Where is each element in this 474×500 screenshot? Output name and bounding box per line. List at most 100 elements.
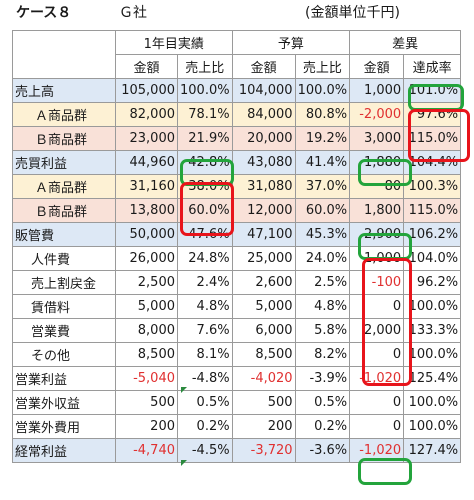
- cell-ratio-year1: 0.2%: [177, 414, 233, 439]
- group-header-year1: 1年目実績: [115, 30, 233, 55]
- row-label: 営業外費用: [12, 414, 116, 439]
- row-label: 売上高: [12, 78, 116, 103]
- cell-ratio-year1: 8.1%: [177, 342, 233, 367]
- column-header-row: 金額 売上比 金額 売上比 金額 達成率: [12, 54, 462, 79]
- cell-amount-diff: 0: [349, 294, 405, 319]
- cell-amount-diff: 1,000: [349, 246, 405, 271]
- cell-marker-icon: [181, 387, 187, 393]
- cell-achievement: 100.0%: [403, 294, 462, 319]
- cell-amount-diff: -1,020: [349, 366, 405, 391]
- cell-amount-budget: 43,080: [231, 150, 296, 175]
- group-header-diff: 差異: [349, 30, 462, 55]
- cell-achievement: 96.2%: [403, 270, 462, 295]
- cell-achievement: 100.0%: [403, 414, 462, 439]
- table-row: 売買利益 44,960 42.8% 43,080 41.4% 1,880 104.4%: [12, 150, 462, 175]
- cell-amount-budget: 2,600: [231, 270, 296, 295]
- cell-amount-year1: 26,000: [115, 246, 178, 271]
- cell-amount-budget: 500: [231, 390, 296, 415]
- table-row: Ｂ商品群 13,800 60.0% 12,000 60.0% 1,800 115.0%: [12, 198, 462, 223]
- col-header-amount: 金額: [231, 54, 296, 79]
- table-row: Ａ商品群 82,000 78.1% 84,000 80.8% -2,000 97.6%: [12, 102, 462, 127]
- cell-achievement: 133.3%: [403, 318, 462, 343]
- cell-ratio-budget: 24.0%: [294, 246, 351, 271]
- table-row: 営業外収益 500 0.5% 500 0.5% 0 100.0%: [12, 390, 462, 415]
- cell-ratio-year1: 60.0%: [177, 198, 233, 223]
- col-header-amount: 金額: [115, 54, 178, 79]
- cell-amount-diff: -1,020: [349, 438, 405, 463]
- cell-amount-year1: -5,040: [115, 366, 178, 391]
- cell-amount-year1: 8,000: [115, 318, 178, 343]
- cell-amount-diff: 3,000: [349, 126, 405, 151]
- cell-amount-budget: 47,100: [231, 222, 296, 247]
- cell-ratio-year1: 4.8%: [177, 294, 233, 319]
- cell-amount-budget: 104,000: [231, 78, 296, 103]
- cell-ratio-year1: 0.5%: [177, 390, 233, 415]
- cell-ratio-budget: 100.0%: [294, 78, 351, 103]
- company-name: Ｇ社: [119, 5, 147, 21]
- group-header-row: 1年目実績 予算 差異: [12, 30, 462, 55]
- cell-achievement: 125.4%: [403, 366, 462, 391]
- cell-amount-diff: 0: [349, 342, 405, 367]
- cell-ratio-budget: 4.8%: [294, 294, 351, 319]
- cell-ratio-budget: 45.3%: [294, 222, 351, 247]
- cell-amount-year1: 44,960: [115, 150, 178, 175]
- cell-ratio-budget: 2.5%: [294, 270, 351, 295]
- cell-amount-year1: 2,500: [115, 270, 178, 295]
- cell-achievement: 104.0%: [403, 246, 462, 271]
- cell-amount-diff: 1,880: [349, 150, 405, 175]
- cell-amount-year1: 200: [115, 414, 178, 439]
- cell-ratio-budget: 41.4%: [294, 150, 351, 175]
- table-row: 売上割戻金 2,500 2.4% 2,600 2.5% -100 96.2%: [12, 270, 462, 295]
- col-header-ratio: 売上比: [177, 54, 233, 79]
- cell-amount-budget: 5,000: [231, 294, 296, 319]
- cell-achievement: 100.0%: [403, 390, 462, 415]
- table-body: 売上高 105,000 100.0% 104,000 100.0% 1,000 101.0%…: [12, 78, 462, 463]
- table-row: 売上高 105,000 100.0% 104,000 100.0% 1,000 101.0%: [12, 78, 462, 103]
- row-label: Ａ商品群: [12, 174, 116, 199]
- cell-ratio-budget: 19.2%: [294, 126, 351, 151]
- cell-amount-diff: 0: [349, 390, 405, 415]
- cell-ratio-year1: 7.6%: [177, 318, 233, 343]
- cell-amount-year1: 50,000: [115, 222, 178, 247]
- cell-amount-year1: 23,000: [115, 126, 178, 151]
- cell-achievement: 106.2%: [403, 222, 462, 247]
- table-row: 賃借料 5,000 4.8% 5,000 4.8% 0 100.0%: [12, 294, 462, 319]
- cell-ratio-budget: -3.6%: [294, 438, 351, 463]
- cell-amount-diff: 1,800: [349, 198, 405, 223]
- table-row: Ａ商品群 31,160 38.0% 31,080 37.0% 80 100.3%: [12, 174, 462, 199]
- table-row: 営業利益 -5,040 -4.8% -4,020 -3.9% -1,020 125.4%: [12, 366, 462, 391]
- cell-amount-diff: -2,000: [349, 102, 405, 127]
- cell-amount-year1: 82,000: [115, 102, 178, 127]
- unit-note: (金額単位千円): [305, 5, 400, 21]
- cell-achievement: 115.0%: [403, 198, 462, 223]
- cell-ratio-year1: 42.8%: [177, 150, 233, 175]
- cell-achievement: 101.0%: [403, 78, 462, 103]
- cell-ratio-budget: 60.0%: [294, 198, 351, 223]
- cell-amount-diff: 1,000: [349, 78, 405, 103]
- row-label: 売買利益: [12, 150, 116, 175]
- cell-marker-icon: [181, 460, 187, 466]
- cell-amount-year1: -4,740: [115, 438, 178, 463]
- cell-achievement: 100.3%: [403, 174, 462, 199]
- row-label: Ｂ商品群: [12, 126, 116, 151]
- cell-amount-diff: 2,900: [349, 222, 405, 247]
- cell-ratio-year1: 2.4%: [177, 270, 233, 295]
- cell-amount-diff: -100: [349, 270, 405, 295]
- cell-amount-budget: 84,000: [231, 102, 296, 127]
- cell-achievement: 115.0%: [403, 126, 462, 151]
- cell-ratio-budget: 37.0%: [294, 174, 351, 199]
- row-label: 営業外収益: [12, 390, 116, 415]
- cell-amount-budget: 20,000: [231, 126, 296, 151]
- cell-ratio-year1: -4.5%: [177, 438, 233, 463]
- cell-amount-year1: 105,000: [115, 78, 178, 103]
- table-row: 経常利益 -4,740 -4.5% -3,720 -3.6% -1,020 127.4%: [12, 438, 462, 463]
- cell-amount-budget: 6,000: [231, 318, 296, 343]
- cell-amount-year1: 13,800: [115, 198, 178, 223]
- col-header-ratio: 売上比: [294, 54, 351, 79]
- row-label: Ａ商品群: [12, 102, 116, 127]
- cell-amount-budget: -3,720: [231, 438, 296, 463]
- pl-comparison-table: 1年目実績 予算 差異 金額 売上比 金額 売上比 金額 達成率 売上高 105,…: [12, 30, 462, 463]
- cell-amount-diff: 80: [349, 174, 405, 199]
- cell-amount-year1: 8,500: [115, 342, 178, 367]
- cell-achievement: 127.4%: [403, 438, 462, 463]
